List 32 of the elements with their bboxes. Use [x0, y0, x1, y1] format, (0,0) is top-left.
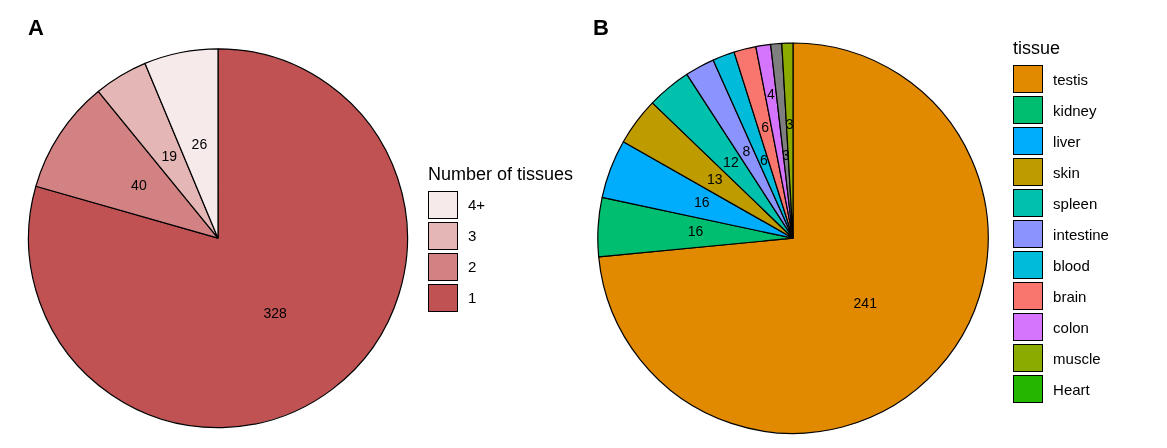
legend-label: intestine	[1053, 225, 1109, 243]
legend-label: 3	[468, 227, 477, 244]
chart-title: A	[28, 15, 44, 41]
data-label: 16	[694, 194, 710, 211]
legend-title: tissue	[1013, 38, 1062, 59]
data-label: 16	[687, 223, 704, 240]
data-label: 19	[161, 147, 178, 164]
legend-label: Heart	[1053, 380, 1090, 398]
data-label: 241	[853, 294, 878, 311]
data-label: 4	[767, 86, 776, 103]
legend-label: liver	[1053, 132, 1081, 150]
data-label: 8	[742, 143, 751, 160]
data-label: 328	[263, 304, 287, 321]
legend-label: skin	[1053, 163, 1080, 181]
legend-label: colon	[1053, 318, 1089, 336]
data-label: 6	[761, 119, 770, 136]
chart-title: B	[593, 15, 609, 41]
data-label: 40	[131, 177, 147, 194]
legend-label: blood	[1053, 256, 1090, 274]
data-label: 13	[707, 170, 723, 187]
data-label: 6	[759, 152, 768, 169]
legend-label: 4+	[468, 196, 486, 213]
legend-title: Number of tissues	[428, 163, 574, 185]
data-label: 26	[191, 136, 208, 153]
legend-label: 1	[468, 289, 477, 306]
legend-label: testis	[1053, 70, 1089, 88]
data-label: 12	[723, 153, 739, 170]
legend-label: brain	[1053, 287, 1087, 305]
legend-label: spleen	[1053, 194, 1098, 212]
legend-label: muscle	[1053, 349, 1101, 367]
legend-label: 2	[468, 258, 477, 275]
legend-label: kidney	[1053, 101, 1097, 119]
